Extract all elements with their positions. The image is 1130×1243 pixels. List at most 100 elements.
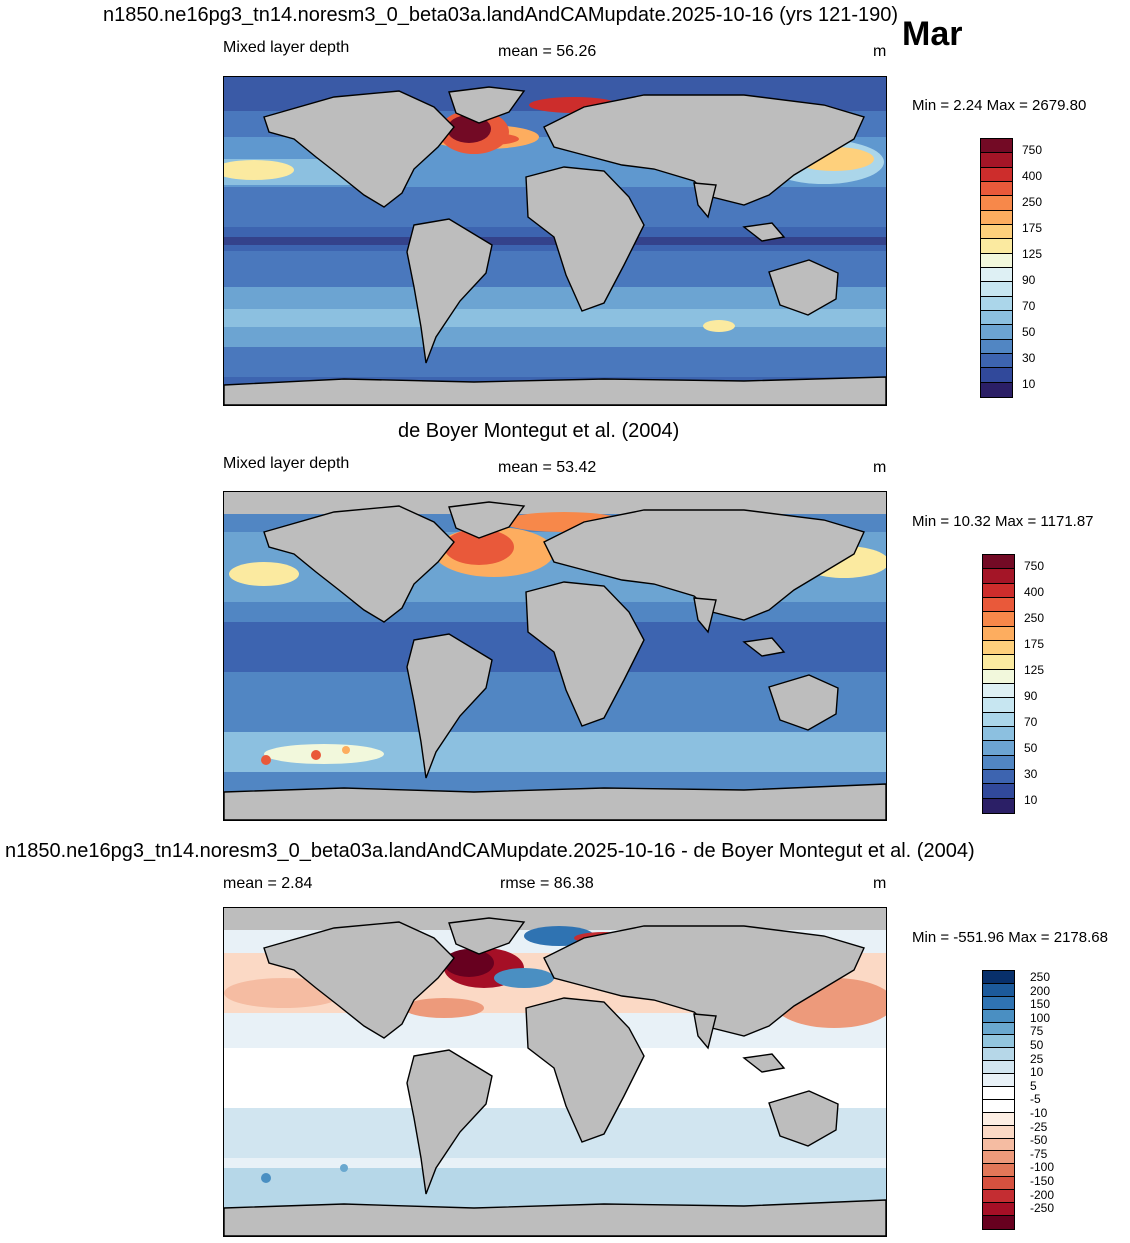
- colorbar-swatch: [983, 1112, 1014, 1126]
- colorbar-swatch: [983, 669, 1014, 684]
- panel1-minmax: Min = 2.24 Max = 2679.80: [912, 97, 1087, 114]
- colorbar-tick-label: 50: [1030, 1038, 1044, 1052]
- colorbar-swatch: [981, 296, 1012, 311]
- colorbar-swatch: [983, 798, 1014, 813]
- colorbar-tick-label: -75: [1030, 1146, 1048, 1161]
- colorbar-swatch: [981, 382, 1012, 397]
- colorbar-swatch: [981, 210, 1012, 225]
- colorbar-swatch: [983, 597, 1014, 613]
- colorbar-tick-label: 125: [1024, 663, 1045, 677]
- colorbar-swatch: [983, 698, 1014, 713]
- colorbar-swatch: [983, 612, 1014, 627]
- panel3-mean: mean = 2.84: [223, 875, 313, 892]
- colorbar-swatch: [983, 1009, 1014, 1023]
- colorbar-swatch: [981, 310, 1012, 326]
- panel2-colorbar: [982, 554, 1015, 814]
- colorbar-swatch: [983, 683, 1014, 699]
- panel2-mean: mean = 53.42: [498, 459, 597, 476]
- colorbar-swatch: [983, 1099, 1014, 1113]
- colorbar-tick-label: 75: [1030, 1024, 1044, 1039]
- colorbar-tick-label: -5: [1030, 1092, 1041, 1107]
- colorbar-swatch: [981, 196, 1012, 211]
- colorbar-swatch: [983, 1203, 1014, 1216]
- colorbar-swatch: [983, 1138, 1014, 1152]
- colorbar-swatch: [981, 353, 1012, 369]
- panel3-rmse: rmse = 86.38: [500, 875, 594, 892]
- colorbar-swatch: [983, 971, 1014, 984]
- colorbar-swatch: [983, 655, 1014, 670]
- colorbar-swatch: [981, 167, 1012, 182]
- colorbar-tick-label: -10: [1030, 1106, 1048, 1120]
- panel2-units: m: [873, 459, 887, 476]
- colorbar-swatch: [983, 1061, 1014, 1075]
- colorbar-tick-label: 30: [1022, 351, 1036, 365]
- colorbar-tick-label: 400: [1022, 169, 1043, 183]
- panel3-colorbar: [982, 970, 1015, 1230]
- panel2-map: [223, 491, 887, 821]
- colorbar-swatch: [981, 325, 1012, 340]
- colorbar-tick-label: 250: [1030, 970, 1051, 984]
- colorbar-swatch: [983, 983, 1014, 997]
- colorbar-swatch: [981, 139, 1012, 154]
- colorbar-tick-label: 90: [1024, 689, 1038, 703]
- colorbar-swatch: [981, 368, 1012, 383]
- colorbar-swatch: [981, 339, 1012, 354]
- colorbar-tick-label: 150: [1030, 997, 1051, 1012]
- colorbar-swatch: [983, 1035, 1014, 1049]
- colorbar-tick-label: -150: [1030, 1174, 1055, 1188]
- colorbar-swatch: [983, 1048, 1014, 1062]
- colorbar-swatch: [981, 153, 1012, 168]
- colorbar-tick-label: 25: [1030, 1051, 1044, 1066]
- panel3-units: m: [873, 875, 887, 892]
- panel1-map: [223, 76, 887, 406]
- colorbar-tick-label: 125: [1022, 247, 1043, 261]
- panel3-map: [223, 907, 887, 1237]
- colorbar-tick-label: 250: [1022, 195, 1043, 209]
- colorbar-tick-label: 50: [1022, 325, 1036, 339]
- colorbar-swatch: [983, 769, 1014, 785]
- colorbar-tick-label: 200: [1030, 983, 1051, 998]
- colorbar-swatch: [981, 181, 1012, 197]
- colorbar-tick-label: -250: [1030, 1201, 1055, 1216]
- colorbar-swatch: [981, 224, 1012, 240]
- colorbar-tick-label: -50: [1030, 1133, 1048, 1148]
- colorbar-swatch: [983, 741, 1014, 756]
- colorbar-tick-label: 10: [1024, 793, 1038, 807]
- colorbar-swatch: [983, 1164, 1014, 1178]
- panel2-variable: Mixed layer depth: [223, 455, 350, 472]
- panel1-mean: mean = 56.26: [498, 43, 597, 60]
- colorbar-tick-label: 750: [1024, 559, 1045, 573]
- panel2-title: de Boyer Montegut et al. (2004): [398, 420, 680, 442]
- colorbar-swatch: [983, 726, 1014, 742]
- colorbar-tick-label: 70: [1022, 299, 1036, 313]
- colorbar-tick-label: -100: [1030, 1160, 1055, 1175]
- colorbar-tick-label: 70: [1024, 715, 1038, 729]
- colorbar-tick-label: 175: [1024, 637, 1045, 651]
- colorbar-tick-label: 400: [1024, 585, 1045, 599]
- colorbar-swatch: [983, 1087, 1014, 1100]
- colorbar-swatch: [983, 1022, 1014, 1036]
- colorbar-swatch: [983, 1125, 1014, 1139]
- colorbar-swatch: [983, 712, 1014, 727]
- colorbar-swatch: [981, 267, 1012, 283]
- colorbar-swatch: [983, 1190, 1014, 1204]
- colorbar-tick-label: 175: [1022, 221, 1043, 235]
- colorbar-swatch: [983, 626, 1014, 641]
- colorbar-swatch: [983, 1151, 1014, 1165]
- colorbar-swatch: [983, 1074, 1014, 1088]
- panel1-variable: Mixed layer depth: [223, 39, 350, 56]
- colorbar-swatch: [981, 282, 1012, 297]
- colorbar-swatch: [983, 1177, 1014, 1191]
- colorbar-tick-label: -200: [1030, 1187, 1055, 1202]
- panel1-units: m: [873, 43, 887, 60]
- colorbar-swatch: [983, 555, 1014, 570]
- colorbar-tick-label: 250: [1024, 611, 1045, 625]
- panel3-minmax: Min = -551.96 Max = 2178.68: [912, 929, 1108, 946]
- colorbar-tick-label: 5: [1030, 1078, 1037, 1093]
- colorbar-swatch: [983, 640, 1014, 656]
- colorbar-tick-label: -25: [1030, 1119, 1048, 1134]
- panel2-minmax: Min = 10.32 Max = 1171.87: [912, 513, 1094, 530]
- colorbar-swatch: [983, 1215, 1014, 1229]
- colorbar-swatch: [983, 583, 1014, 598]
- colorbar-swatch: [981, 239, 1012, 254]
